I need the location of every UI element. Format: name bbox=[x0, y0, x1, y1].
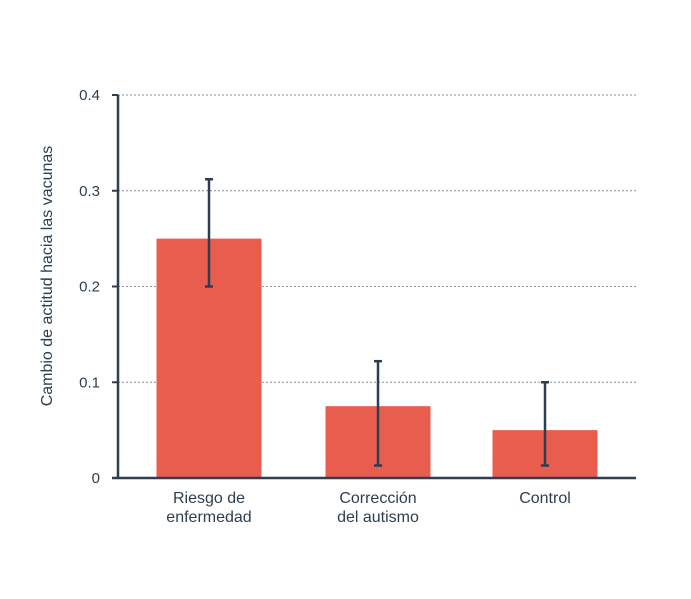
y-tick-label: 0.4 bbox=[79, 87, 100, 104]
y-tick-label: 0.3 bbox=[79, 183, 100, 200]
axes bbox=[112, 94, 636, 480]
x-category-labels: Riesgo de enfermedad Corrección del autismo… bbox=[166, 490, 570, 526]
x-category-label: Control bbox=[519, 490, 571, 507]
y-tick-label: 0.1 bbox=[79, 374, 100, 391]
y-axis-title: Cambio de actitud hacia las vacunas bbox=[39, 146, 56, 407]
x-category-label: del autismo bbox=[337, 509, 419, 526]
y-tick-labels: 0 0.1 0.2 0.3 0.4 bbox=[79, 87, 100, 487]
y-tick-label: 0.2 bbox=[79, 279, 100, 296]
x-category-label: Riesgo de bbox=[173, 490, 245, 507]
y-tick-label: 0 bbox=[92, 470, 100, 487]
error-bars bbox=[205, 178, 549, 467]
x-category-label: Corrección bbox=[339, 490, 416, 507]
x-category-label: enfermedad bbox=[166, 509, 251, 526]
